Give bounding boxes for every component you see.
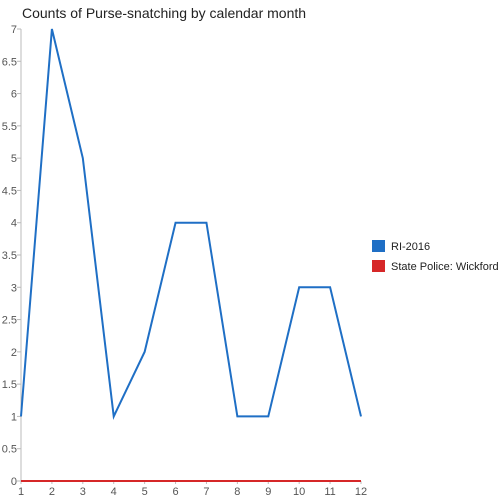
y-tick-label: 4 — [11, 218, 17, 230]
series-line-ri-2016 — [20, 28, 362, 420]
legend-label: RI-2016 — [391, 241, 430, 253]
x-tick-label: 10 — [293, 486, 305, 498]
y-tick-label: 7 — [11, 24, 17, 36]
x-tick-label: 12 — [355, 486, 367, 498]
x-tick-labels: 1 2 3 4 5 6 7 8 9 10 11 12 — [18, 481, 367, 498]
y-tick-label: 5 — [11, 153, 17, 165]
x-tick-label: 5 — [142, 486, 148, 498]
x-tick-label: 3 — [80, 486, 86, 498]
x-tick-label: 8 — [234, 486, 240, 498]
legend: RI-2016 State Police: Wickford — [372, 240, 499, 273]
chart-title: Counts of Purse-snatching by calendar mo… — [22, 5, 306, 21]
x-tick-label: 2 — [49, 486, 55, 498]
axes — [20, 29, 361, 482]
x-tick-label: 4 — [111, 486, 117, 498]
y-tick-label: 1 — [11, 411, 17, 423]
legend-swatch — [372, 240, 385, 252]
y-tick-label: 2.5 — [2, 315, 17, 327]
x-tick-label: 6 — [172, 486, 178, 498]
x-tick-label: 11 — [324, 486, 335, 498]
y-tick-label: 0.5 — [2, 444, 17, 456]
x-tick-label: 1 — [18, 486, 24, 498]
y-tick-label: 3 — [11, 282, 17, 294]
y-tick-label: 0 — [11, 476, 17, 488]
y-tick-label: 4.5 — [2, 185, 17, 197]
y-tick-label: 1.5 — [2, 379, 17, 391]
y-tick-label: 3.5 — [2, 250, 17, 262]
y-tick-label: 2 — [11, 347, 17, 359]
legend-label: State Police: Wickford — [391, 261, 499, 273]
x-tick-label: 7 — [203, 486, 209, 498]
y-tick-label: 6.5 — [2, 56, 17, 68]
series-lines — [20, 28, 362, 482]
y-tick-label: 6 — [11, 89, 17, 101]
legend-swatch — [372, 260, 385, 272]
y-tick-label: 5.5 — [2, 121, 17, 133]
x-tick-label: 9 — [265, 486, 271, 498]
y-tick-labels: 0 0.5 1 1.5 2 2.5 3 3.5 4 4.5 5 5.5 6 6.5 7 — [2, 24, 21, 488]
